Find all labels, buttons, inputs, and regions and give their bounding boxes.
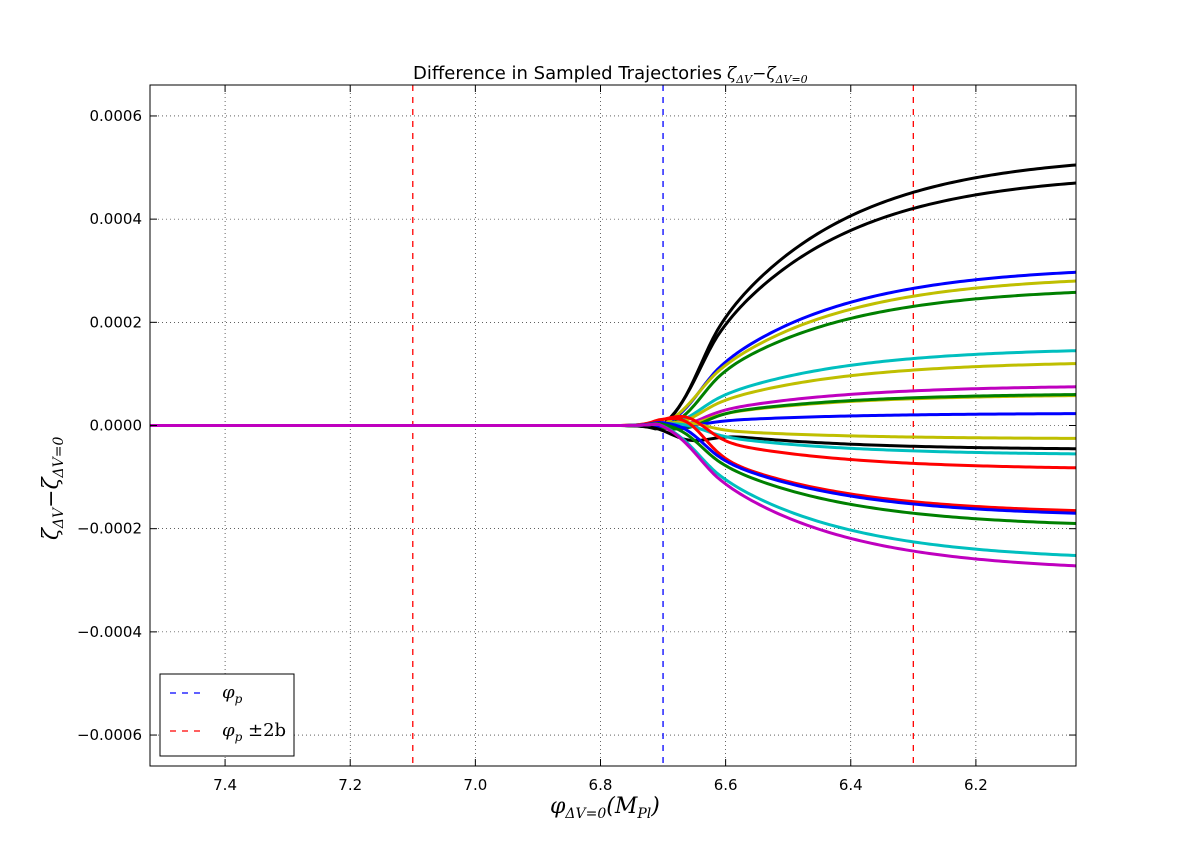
- x-axis-label: φΔV=0(MPl): [550, 794, 660, 822]
- xlabel-sub: ΔV=0: [564, 806, 606, 822]
- ylabel-sub-2: ΔV=0: [51, 437, 67, 479]
- ylabel-zeta-1: ζ: [39, 526, 64, 540]
- xlabel-pl-sub: Pl: [636, 806, 651, 822]
- data-series: [150, 163, 1077, 568]
- legend: φp φp ±2b: [159, 673, 295, 757]
- chart-title-math: ζΔV−ζΔV=0: [727, 64, 808, 86]
- series-line: [150, 422, 1077, 568]
- y-tick-label: 0.0004: [90, 210, 143, 228]
- title-minus: −: [752, 64, 766, 84]
- legend-phi-1: φ: [222, 720, 235, 741]
- y-tick-label: 0.0000: [90, 417, 143, 435]
- x-tick-label: 6.2: [964, 776, 988, 794]
- axis-ticks: 7.4 7.2 7.0 6.8 6.6 6.4 6.2 0.0006 0.0004 0.0002 0…: [77, 85, 1076, 794]
- xlabel-phi: φ: [550, 794, 566, 819]
- legend-label-phi-p: φp: [222, 682, 243, 706]
- legend-phi-0: φ: [222, 682, 235, 703]
- xlabel-close: ): [650, 794, 660, 819]
- y-tick-label: −0.0002: [77, 520, 142, 538]
- y-tick-label: 0.0006: [90, 107, 143, 125]
- legend-sub-0: p: [235, 692, 243, 706]
- title-sub-1: ΔV: [735, 73, 753, 86]
- y-tick-label: 0.0002: [90, 313, 143, 331]
- ylabel-minus: −: [39, 489, 64, 507]
- y-tick-label: −0.0006: [77, 726, 142, 744]
- y-tick-label: −0.0004: [77, 623, 142, 641]
- legend-sub-1: p: [235, 730, 243, 744]
- title-zeta-1: ζ: [727, 64, 738, 84]
- xlabel-mpl: (M: [606, 794, 638, 819]
- ylabel-zeta-2: ζ: [39, 475, 64, 489]
- x-tick-label: 7.2: [338, 776, 362, 794]
- x-tick-label: 6.6: [714, 776, 738, 794]
- ylabel-sub-1: ΔV: [51, 506, 67, 529]
- legend-box: [159, 673, 295, 757]
- legend-label-phi-p-2b: φp ±2b: [222, 720, 286, 744]
- title-zeta-2: ζ: [766, 64, 777, 84]
- title-sub-2: ΔV=0: [775, 73, 808, 86]
- x-tick-label: 7.4: [213, 776, 237, 794]
- x-tick-label: 6.8: [589, 776, 613, 794]
- chart-title: Difference in Sampled Trajectories ζΔV−ζ…: [413, 63, 808, 86]
- legend-extra-1: ±2b: [242, 720, 286, 741]
- x-tick-label: 7.0: [463, 776, 487, 794]
- x-tick-label: 6.4: [839, 776, 863, 794]
- y-axis-label: ζΔV−ζΔV=0: [39, 437, 67, 540]
- chart-title-text: Difference in Sampled Trajectories: [413, 63, 722, 84]
